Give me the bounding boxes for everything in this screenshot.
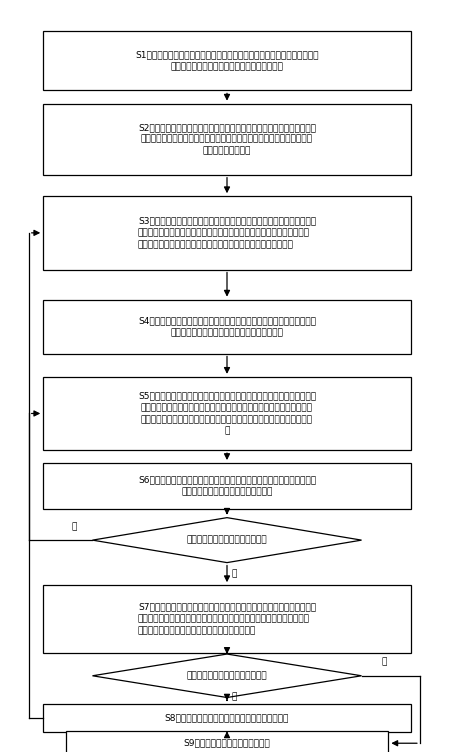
Polygon shape (93, 518, 361, 562)
Text: S4：中央处理器对处于采摘范围内的果实建立采摘任务表，并根据果实的
位置规划每一个采摘任务时机械臂的采摘轨迹；: S4：中央处理器对处于采摘范围内的果实建立采摘任务表，并根据果实的 位置规划每一… (138, 316, 316, 337)
Bar (43, 704, 411, 732)
Bar (65, 732, 389, 755)
Text: S6：采摘该采摘点范围内的果实；中央处理器根据双目镜头的实时拍摄信
息判断该采摘点的采摘任务是否完成；: S6：采摘该采摘点范围内的果实；中央处理器根据双目镜头的实时拍摄信 息判断该采摘… (138, 476, 316, 497)
Text: S2：启动采摘机器人，中央处理器将控制信号传输到移动平台控制模块，
移动平台控制模块控制履带式移动平台开始移动；采摘机器人进入导航路
径，并进入采摘点；: S2：启动采摘机器人，中央处理器将控制信号传输到移动平台控制模块， 移动平台控制… (138, 123, 316, 156)
Text: 否: 否 (72, 522, 77, 531)
Bar (43, 30, 411, 91)
Text: S9：控制采摘机器人返回停靠基地: S9：控制采摘机器人返回停靠基地 (183, 738, 271, 747)
Bar (43, 300, 411, 353)
Text: S5：在该采摘点，根据逆运动学算法，通过规划的采摘轨迹反推导出机械
臂的运动轨迹；中央处理器将控制信号传输到机械臂驱动控制模块，机械
臂驱动控制模块驱动机械臂按: S5：在该采摘点，根据逆运动学算法，通过规划的采摘轨迹反推导出机械 臂的运动轨迹… (138, 391, 316, 436)
Text: S7：通过单目镜头拍摄该采摘点的路径信息，中央处理器根据路径信息和
采摘机器人的定位信息确定采摘机器人在导航地图中的位置；将采摘机器
人在导航地图中的位置与预设: S7：通过单目镜头拍摄该采摘点的路径信息，中央处理器根据路径信息和 采摘机器人的… (138, 602, 316, 635)
Text: 否: 否 (231, 692, 237, 701)
Text: S3：采摘机器人到达该采摘点后，通过双目镜头实时拍摄采摘点附近的待
采摘图像信息，由摄像处理模块对待采摘图像进行处理，并根据处理后的
待采摘图像分析果实的位置，: S3：采摘机器人到达该采摘点后，通过双目镜头实时拍摄采摘点附近的待 采摘图像信息… (138, 217, 316, 249)
Bar (43, 463, 411, 510)
Bar (43, 196, 411, 270)
Text: S8：中央处理器控制采摘机器人进入下一个采摘点: S8：中央处理器控制采摘机器人进入下一个采摘点 (165, 713, 289, 723)
Bar (43, 377, 411, 450)
Bar (43, 585, 411, 652)
Text: 是: 是 (231, 569, 237, 578)
Text: 判断采摘机器人足否走完导航路径: 判断采摘机器人足否走完导航路径 (187, 671, 267, 680)
Bar (43, 103, 411, 174)
Text: S1：制作果园的导航地图，根据果园内果树裁种分布在其导航地图内预设导
航路径，在导航路径上设置连续的若干采摘点；: S1：制作果园的导航地图，根据果园内果树裁种分布在其导航地图内预设导 航路径，在… (135, 50, 319, 71)
Polygon shape (93, 654, 361, 698)
Text: 判断该采摘点的采摘任务是否完成: 判断该采摘点的采摘任务是否完成 (187, 535, 267, 544)
Text: 是: 是 (381, 658, 387, 667)
